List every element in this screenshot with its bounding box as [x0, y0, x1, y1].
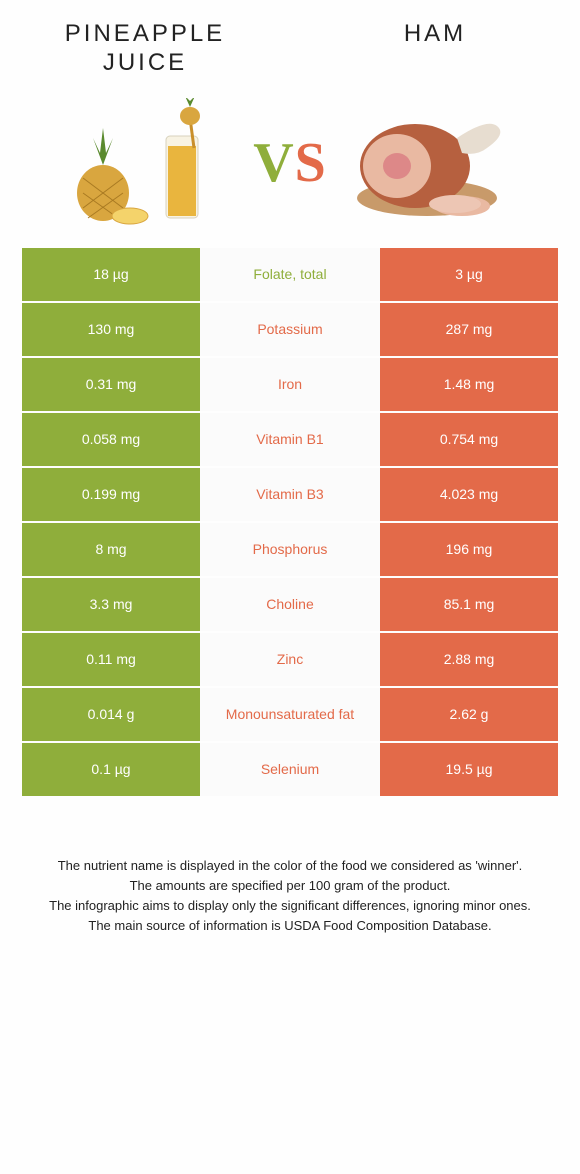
left-value: 0.199 mg [22, 468, 200, 521]
footnotes: The nutrient name is displayed in the co… [28, 856, 552, 937]
footnote-line: The amounts are specified per 100 gram o… [28, 876, 552, 896]
table-row: 18 µgFolate, total3 µg [22, 248, 558, 301]
header-left: PINEAPPLE JUICE [0, 20, 290, 78]
pineapple-juice-image [68, 98, 243, 228]
nutrient-name: Monounsaturated fat [200, 688, 380, 741]
nutrient-name: Choline [200, 578, 380, 631]
right-value: 196 mg [380, 523, 558, 576]
header-right: HAM [290, 20, 580, 78]
table-row: 0.014 gMonounsaturated fat2.62 g [22, 688, 558, 741]
images-row: VS [0, 88, 580, 248]
right-value: 287 mg [380, 303, 558, 356]
left-value: 0.1 µg [22, 743, 200, 796]
right-value: 85.1 mg [380, 578, 558, 631]
nutrient-name: Folate, total [200, 248, 380, 301]
table-row: 0.199 mgVitamin B34.023 mg [22, 468, 558, 521]
right-value: 3 µg [380, 248, 558, 301]
left-value: 0.014 g [22, 688, 200, 741]
left-value: 0.11 mg [22, 633, 200, 686]
footnote-line: The nutrient name is displayed in the co… [28, 856, 552, 876]
vs-label: VS [253, 131, 327, 195]
header-right-text: HAM [290, 20, 580, 49]
header-left-line1: PINEAPPLE [0, 20, 290, 49]
nutrient-name: Phosphorus [200, 523, 380, 576]
left-value: 0.058 mg [22, 413, 200, 466]
headers-row: PINEAPPLE JUICE HAM [0, 0, 580, 88]
table-row: 0.31 mgIron1.48 mg [22, 358, 558, 411]
footnote-line: The main source of information is USDA F… [28, 916, 552, 936]
right-value: 4.023 mg [380, 468, 558, 521]
nutrient-name: Vitamin B1 [200, 413, 380, 466]
footnote-line: The infographic aims to display only the… [28, 896, 552, 916]
left-value: 3.3 mg [22, 578, 200, 631]
right-value: 0.754 mg [380, 413, 558, 466]
ham-image [337, 98, 512, 228]
left-value: 0.31 mg [22, 358, 200, 411]
header-left-line2: JUICE [0, 49, 290, 78]
nutrient-name: Iron [200, 358, 380, 411]
vs-v: V [253, 132, 294, 194]
table-row: 130 mgPotassium287 mg [22, 303, 558, 356]
left-value: 8 mg [22, 523, 200, 576]
nutrient-name: Potassium [200, 303, 380, 356]
nutrient-name: Zinc [200, 633, 380, 686]
nutrient-name: Vitamin B3 [200, 468, 380, 521]
nutrient-name: Selenium [200, 743, 380, 796]
table-row: 0.11 mgZinc2.88 mg [22, 633, 558, 686]
right-value: 19.5 µg [380, 743, 558, 796]
left-value: 18 µg [22, 248, 200, 301]
right-value: 2.88 mg [380, 633, 558, 686]
table-row: 0.1 µgSelenium19.5 µg [22, 743, 558, 796]
table-row: 0.058 mgVitamin B10.754 mg [22, 413, 558, 466]
table-row: 8 mgPhosphorus196 mg [22, 523, 558, 576]
vs-s: S [295, 132, 327, 194]
right-value: 2.62 g [380, 688, 558, 741]
nutrient-table: 18 µgFolate, total3 µg130 mgPotassium287… [22, 248, 558, 796]
table-row: 3.3 mgCholine85.1 mg [22, 578, 558, 631]
right-value: 1.48 mg [380, 358, 558, 411]
left-value: 130 mg [22, 303, 200, 356]
